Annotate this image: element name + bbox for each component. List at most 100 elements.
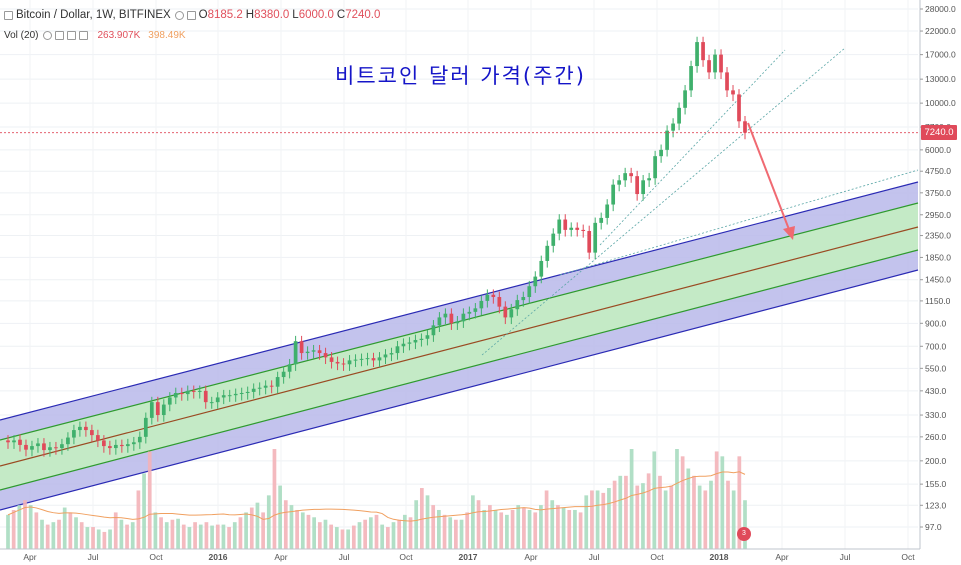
price-axis[interactable]: 28000.022000.017000.013000.010000.07700.… — [919, 0, 961, 549]
volume-legend: Vol (20) 263.907K 398.49K — [4, 30, 186, 41]
volume-bar — [578, 512, 583, 549]
candle-body — [263, 385, 268, 388]
time-tick-label: Apr — [23, 552, 36, 562]
price-tick-label: 155.0 — [925, 479, 947, 489]
price-tick-label: 3750.0 — [925, 188, 951, 198]
settings-icon[interactable] — [55, 31, 65, 40]
time-tick-label: Oct — [650, 552, 664, 562]
volume-bar — [709, 480, 713, 549]
price-tick-label: 200.0 — [925, 456, 947, 466]
volume-bar — [618, 475, 623, 549]
events-badge[interactable]: 3 — [737, 527, 751, 541]
volume-bar — [556, 505, 560, 549]
candle-body — [713, 54, 717, 73]
candle-body — [593, 222, 598, 253]
volume-bar — [584, 495, 589, 549]
volume-bar — [380, 524, 385, 549]
volume-bar — [505, 514, 509, 549]
candle-body — [563, 219, 568, 230]
time-tick-label: 2017 — [459, 552, 478, 562]
volume-bar — [227, 527, 231, 549]
volume-title: Vol (20) — [4, 30, 39, 41]
volume-bar — [249, 507, 254, 549]
volume-bar — [125, 524, 129, 549]
candle-body — [281, 371, 286, 378]
candle-body — [96, 435, 100, 441]
volume-bar — [193, 522, 197, 549]
volume-bar — [334, 527, 339, 549]
price-tick-label: 2350.0 — [925, 231, 951, 241]
close-icon[interactable] — [67, 31, 77, 40]
volume-bar — [221, 524, 226, 549]
candle-body — [599, 217, 604, 223]
volume-bar — [663, 490, 668, 549]
price-tick-label: 330.0 — [925, 410, 947, 420]
candle-body — [743, 121, 747, 133]
volume-bar — [79, 522, 84, 549]
candle-body — [113, 444, 118, 449]
eye-icon[interactable] — [174, 10, 184, 20]
price-tick-label: 6000.0 — [925, 145, 951, 155]
open-value: 8185.2 — [207, 9, 243, 21]
candle-body — [78, 426, 82, 431]
price-axis-bg — [920, 0, 961, 549]
settings-icon[interactable] — [186, 10, 196, 20]
volume-bar — [385, 527, 390, 549]
time-axis-bg — [0, 549, 961, 565]
high-value: 8380.0 — [254, 9, 290, 21]
volume-bar — [198, 524, 203, 549]
candle-body — [581, 229, 586, 232]
volume-bar — [170, 519, 175, 549]
volume-bar — [351, 525, 356, 549]
volume-bar — [714, 451, 719, 549]
candle-body — [527, 286, 532, 298]
volume-bar — [215, 524, 220, 549]
candle-body — [72, 430, 76, 438]
volume-bar — [692, 475, 696, 549]
candle-body — [521, 297, 526, 301]
volume-bar — [658, 475, 662, 549]
candle-body — [731, 90, 735, 95]
volume-bar — [113, 512, 118, 549]
price-tick-label: 1150.0 — [925, 296, 951, 306]
time-tick-label: Apr — [524, 552, 537, 562]
price-tick-label: 28000.0 — [925, 4, 956, 14]
volume-bar — [635, 485, 640, 549]
more-icon[interactable] — [79, 31, 89, 40]
candle-body — [383, 354, 388, 358]
volume-bar — [488, 505, 492, 549]
volume-bar — [419, 488, 424, 549]
volume-bar — [261, 512, 265, 549]
candle-body — [221, 395, 226, 398]
volume-bar — [6, 514, 10, 549]
volume-bar — [448, 517, 453, 549]
volume-bar — [414, 500, 419, 549]
time-axis[interactable]: Apr Jul Oct 2016 Apr Jul Oct 2017 Apr Jul Oct 2018 A… — [0, 548, 961, 565]
volume-bar — [289, 505, 294, 549]
price-tick-label: 4750.0 — [925, 166, 951, 176]
candle-body — [30, 446, 34, 450]
volume-bar — [629, 449, 634, 549]
candle-body — [407, 342, 412, 344]
time-tick-label: Oct — [399, 552, 413, 562]
high-key: H — [245, 9, 255, 21]
candle-body — [54, 447, 58, 449]
candle-body — [653, 156, 657, 179]
candle-body — [575, 227, 580, 230]
eye-icon[interactable] — [43, 31, 53, 40]
open-key: O — [198, 9, 208, 21]
candle-body — [125, 444, 130, 447]
candle-body — [491, 294, 496, 298]
chart-annotation: 비트코인 달러 가격(주간) — [335, 64, 586, 88]
legend-collapse-icon[interactable] — [4, 10, 13, 20]
candle-body — [707, 60, 711, 73]
candle-body — [665, 130, 669, 150]
volume-bar — [28, 505, 33, 549]
candle-body — [437, 317, 442, 326]
volume-bar — [153, 512, 158, 549]
candle-body — [617, 180, 622, 185]
volume-bar — [51, 522, 56, 549]
volume-bar — [601, 492, 606, 549]
candle-body — [509, 309, 514, 318]
